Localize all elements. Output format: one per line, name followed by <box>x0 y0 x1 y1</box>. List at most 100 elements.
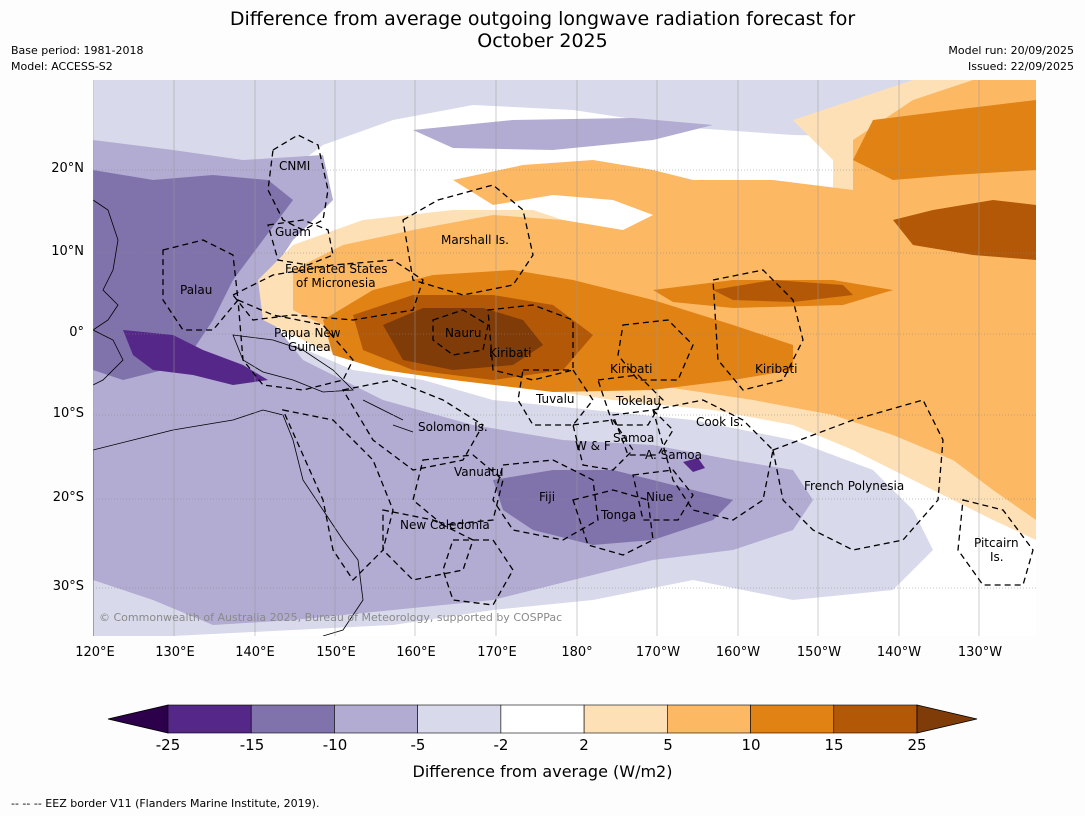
eez-tonga <box>572 489 654 556</box>
eez-fiji <box>492 459 599 541</box>
label-french-polynesia: French Polynesia <box>804 479 904 493</box>
olr-map: CNMI Guam Marshall Is. Federated States … <box>93 80 1036 636</box>
label-guam: Guam <box>275 225 311 239</box>
base-period: Base period: 1981-2018 <box>11 44 144 57</box>
cb-tick-5: 2 <box>579 736 589 754</box>
contour-neg-15-25 <box>123 330 268 385</box>
cb-tick-0: -25 <box>155 736 181 754</box>
lat-label-20s: 20°S <box>52 490 84 505</box>
label-pitcairn-2: Is. <box>990 550 1004 564</box>
label-cnmi: CNMI <box>279 159 310 173</box>
label-wallis: W & F <box>575 439 611 453</box>
australia-coast <box>93 409 364 636</box>
label-vanuatu: Vanuatu <box>454 465 504 479</box>
map-title: Difference from average outgoing longwav… <box>0 8 1085 52</box>
eez-nz-north <box>442 539 514 606</box>
eez-fsm <box>231 259 424 321</box>
eez-footnote: -- -- -- EEZ border V11 (Flanders Marine… <box>11 797 320 810</box>
eez-french-polynesia <box>772 399 944 551</box>
cb-tick-6: 5 <box>663 736 673 754</box>
meta-right: Model run: 20/09/2025 Issued: 22/09/2025 <box>948 43 1074 75</box>
lon-label-180: 180° <box>561 645 593 660</box>
eez-tokelau <box>597 374 664 426</box>
contour-neg-15-25-b <box>683 458 705 472</box>
copyright-text: © Commonwealth of Australia 2025, Bureau… <box>99 611 562 624</box>
colorbar-arrow-right <box>916 704 978 734</box>
title-line-2: October 2025 <box>477 30 608 52</box>
lon-label-140e: 140°E <box>235 645 275 660</box>
label-png-2: Guinea <box>288 340 331 354</box>
cb-tick-9: 25 <box>907 736 927 754</box>
contour-neg-5-10-b <box>413 118 713 150</box>
issued-date: Issued: 22/09/2025 <box>967 60 1074 73</box>
cb-tick-8: 15 <box>824 736 844 754</box>
lon-label-120e: 120°E <box>75 645 115 660</box>
contour-pos-15-25 <box>893 200 1036 260</box>
lon-label-170e: 170°E <box>477 645 517 660</box>
label-solomon: Solomon Is. <box>418 420 488 434</box>
colorbar-cell-8 <box>833 704 918 734</box>
eez-niue <box>632 469 694 521</box>
lat-label-0: 0° <box>69 325 84 340</box>
eez-png <box>237 298 354 391</box>
colorbar-arrow-left <box>107 704 169 734</box>
eez-kiribati-central <box>617 319 694 381</box>
label-am-samoa: A. Samoa <box>645 448 702 462</box>
eez-solomon <box>341 379 484 471</box>
label-palau: Palau <box>180 283 212 297</box>
eez-marshall <box>402 184 534 296</box>
label-marshall: Marshall Is. <box>441 233 509 247</box>
title-line-1: Difference from average outgoing longwav… <box>229 8 856 30</box>
label-fiji: Fiji <box>539 490 555 504</box>
meta-left: Base period: 1981-2018 Model: ACCESS-S2 <box>11 43 143 75</box>
lon-label-170w: 170°W <box>635 645 681 660</box>
label-kiribati-east: Kiribati <box>755 362 797 376</box>
contour-neg-10-15-b <box>493 470 733 545</box>
cb-tick-4: -2 <box>493 736 509 754</box>
contour-neg-10-15 <box>93 170 293 380</box>
lon-label-150e: 150°E <box>316 645 356 660</box>
eez-vanuatu <box>412 454 504 526</box>
eez-kiribati-east <box>712 269 804 391</box>
label-kiribati-west: Kiribati <box>489 346 531 360</box>
eez-tuvalu <box>517 369 594 426</box>
label-nauru: Nauru <box>445 326 481 340</box>
eez-borders <box>162 134 1034 606</box>
label-fsm-1: Federated States <box>285 262 387 276</box>
colorbar-cell-1 <box>250 704 335 734</box>
region-labels: CNMI Guam Marshall Is. Federated States … <box>180 159 1019 564</box>
eez-kiribati-west <box>487 304 574 381</box>
contour-pos-25-plus <box>383 308 543 370</box>
label-cook: Cook Is. <box>696 415 743 429</box>
new-guinea-coast <box>232 334 354 393</box>
eez-nauru <box>432 309 489 356</box>
lat-label-10n: 10°N <box>51 244 84 259</box>
graticule <box>93 169 1036 589</box>
lon-label-150w: 150°W <box>796 645 842 660</box>
eez-guam <box>267 219 334 266</box>
lat-label-20n: 20°N <box>51 161 84 176</box>
label-kiribati-central: Kiribati <box>610 362 652 376</box>
lon-label-160e: 160°E <box>396 645 436 660</box>
lon-label-130e: 130°E <box>155 645 195 660</box>
label-png-1: Papua New <box>274 326 341 340</box>
colorbar-cell-2 <box>334 704 418 734</box>
label-pitcairn-1: Pitcairn <box>974 536 1019 550</box>
label-tonga: Tonga <box>600 508 636 522</box>
colorbar-cells <box>167 704 918 734</box>
model-run: Model run: 20/09/2025 <box>948 44 1074 57</box>
label-new-caledonia: New Caledonia <box>400 518 490 532</box>
label-samoa: Samoa <box>613 431 654 445</box>
cb-tick-1: -15 <box>239 736 265 754</box>
eez-pitcairn <box>957 499 1034 586</box>
lat-label-30s: 30°S <box>52 579 84 594</box>
colorbar-cell-6 <box>667 704 751 734</box>
lon-label-130w: 130°W <box>957 645 1003 660</box>
cb-tick-2: -10 <box>322 736 348 754</box>
label-tuvalu: Tuvalu <box>535 392 575 406</box>
solomon-islands <box>362 399 414 433</box>
coastlines <box>93 199 414 636</box>
colorbar-cell-3 <box>417 704 502 734</box>
philippines-coast <box>93 199 119 331</box>
label-niue: Niue <box>646 490 673 504</box>
